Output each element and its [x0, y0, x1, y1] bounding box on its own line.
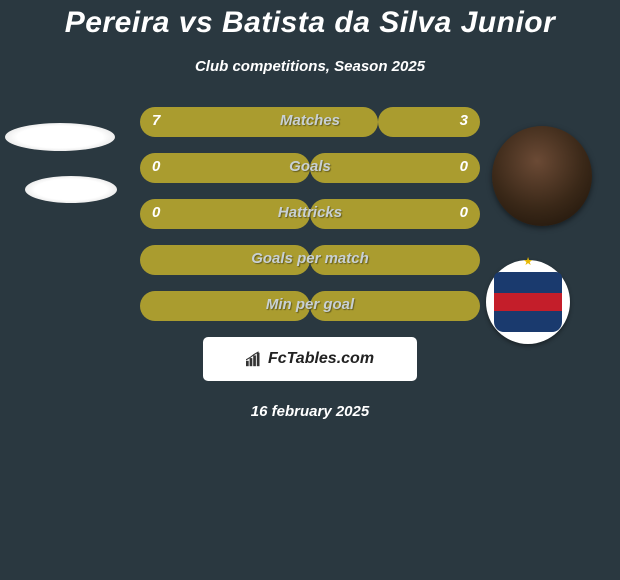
- page-title: Pereira vs Batista da Silva Junior: [0, 0, 620, 40]
- stat-label: Min per goal: [266, 296, 354, 313]
- stat-bar-left: [140, 153, 310, 183]
- stat-value-right: 0: [460, 204, 468, 221]
- stat-row: Goals per match: [0, 245, 620, 275]
- stat-value-left: 7: [152, 112, 160, 129]
- subtitle: Club competitions, Season 2025: [0, 58, 620, 75]
- stats-area: Matches 7 3 Goals 0 0 Hattricks 0 0 Goals per mat…: [0, 107, 620, 321]
- comparison-date: 16 february 2025: [0, 403, 620, 420]
- stat-row: Goals 0 0: [0, 153, 620, 183]
- stat-label: Matches: [280, 112, 340, 129]
- stat-label: Hattricks: [278, 204, 342, 221]
- stat-value-left: 0: [152, 204, 160, 221]
- stat-value-right: 3: [460, 112, 468, 129]
- stat-row: Hattricks 0 0: [0, 199, 620, 229]
- stat-bar-right: [310, 153, 480, 183]
- stat-value-right: 0: [460, 158, 468, 175]
- brand-text: FcTables.com: [268, 350, 374, 368]
- stat-label: Goals: [289, 158, 331, 175]
- stat-row: Min per goal: [0, 291, 620, 321]
- stat-bar-left: [140, 107, 378, 137]
- stat-row: Matches 7 3: [0, 107, 620, 137]
- bar-chart-icon: [246, 351, 264, 367]
- stat-label: Goals per match: [251, 250, 369, 267]
- stat-value-left: 0: [152, 158, 160, 175]
- brand-box: FcTables.com: [203, 337, 417, 381]
